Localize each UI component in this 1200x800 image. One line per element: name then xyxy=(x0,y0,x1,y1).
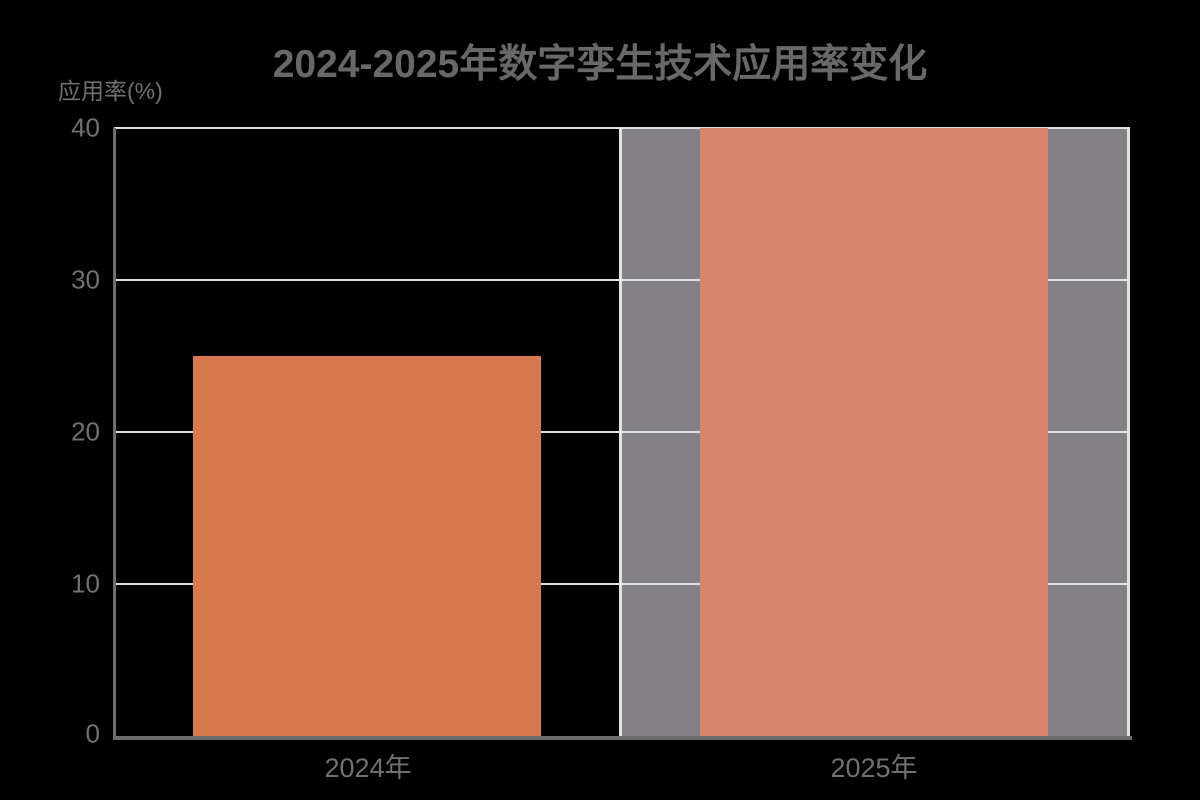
y-tick-label-0: 0 xyxy=(85,718,100,749)
y-tick-label-10: 10 xyxy=(71,568,100,599)
y-gridline-20 xyxy=(114,431,1130,433)
y-tick-label-40: 40 xyxy=(71,112,100,143)
y-gridline-40 xyxy=(114,127,1130,129)
y-axis-line xyxy=(113,128,116,736)
x-axis-line xyxy=(113,736,1132,740)
y-axis-label: 应用率(%) xyxy=(58,78,163,104)
x-tick-label-2024: 2024年 xyxy=(324,753,412,783)
y-gridline-30 xyxy=(114,279,1130,281)
y-tick-label-30: 30 xyxy=(71,264,100,295)
plot-area xyxy=(113,127,1132,740)
bar-2025 xyxy=(700,128,1048,736)
x-tick-label-2025: 2025年 xyxy=(830,753,918,783)
y-tick-label-20: 20 xyxy=(71,416,100,447)
chart-title: 2024-2025年数字孪生技术应用率变化 xyxy=(272,43,928,86)
bar-2024 xyxy=(193,356,541,736)
y-gridline-10 xyxy=(114,583,1130,585)
